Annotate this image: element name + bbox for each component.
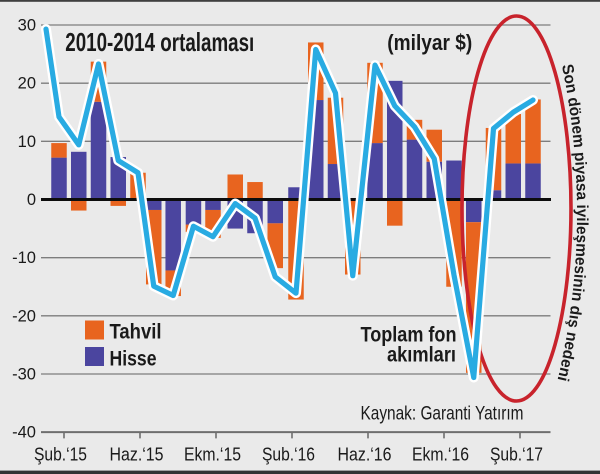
svg-text:-10: -10 [12, 249, 36, 267]
svg-text:-20: -20 [12, 307, 36, 325]
svg-text:Şub.‘17: Şub.‘17 [490, 445, 543, 465]
svg-text:(milyar $): (milyar $) [387, 30, 472, 55]
svg-text:-30: -30 [12, 366, 36, 384]
svg-text:akımları: akımları [387, 343, 456, 366]
svg-text:Haz.‘16: Haz.‘16 [338, 445, 392, 465]
svg-text:Şub.‘16: Şub.‘16 [262, 445, 315, 465]
svg-text:Kaynak: Garanti Yatırım: Kaynak: Garanti Yatırım [361, 402, 524, 424]
svg-text:10: 10 [18, 133, 36, 151]
svg-text:2010-2014 ortalaması: 2010-2014 ortalaması [65, 27, 254, 57]
svg-text:-40: -40 [12, 424, 36, 442]
svg-text:0: 0 [27, 191, 36, 209]
svg-text:Tahvil: Tahvil [110, 321, 162, 344]
svg-text:Şub.‘15: Şub.‘15 [34, 445, 87, 465]
svg-text:Haz.‘15: Haz.‘15 [110, 445, 164, 465]
svg-text:30: 30 [18, 17, 36, 35]
svg-text:Toplam fon: Toplam fon [361, 323, 457, 346]
svg-text:Hisse: Hisse [110, 347, 157, 370]
svg-text:Ekm.‘16: Ekm.‘16 [412, 445, 469, 465]
svg-text:20: 20 [18, 75, 36, 93]
svg-text:Ekm.‘15: Ekm.‘15 [184, 445, 241, 465]
